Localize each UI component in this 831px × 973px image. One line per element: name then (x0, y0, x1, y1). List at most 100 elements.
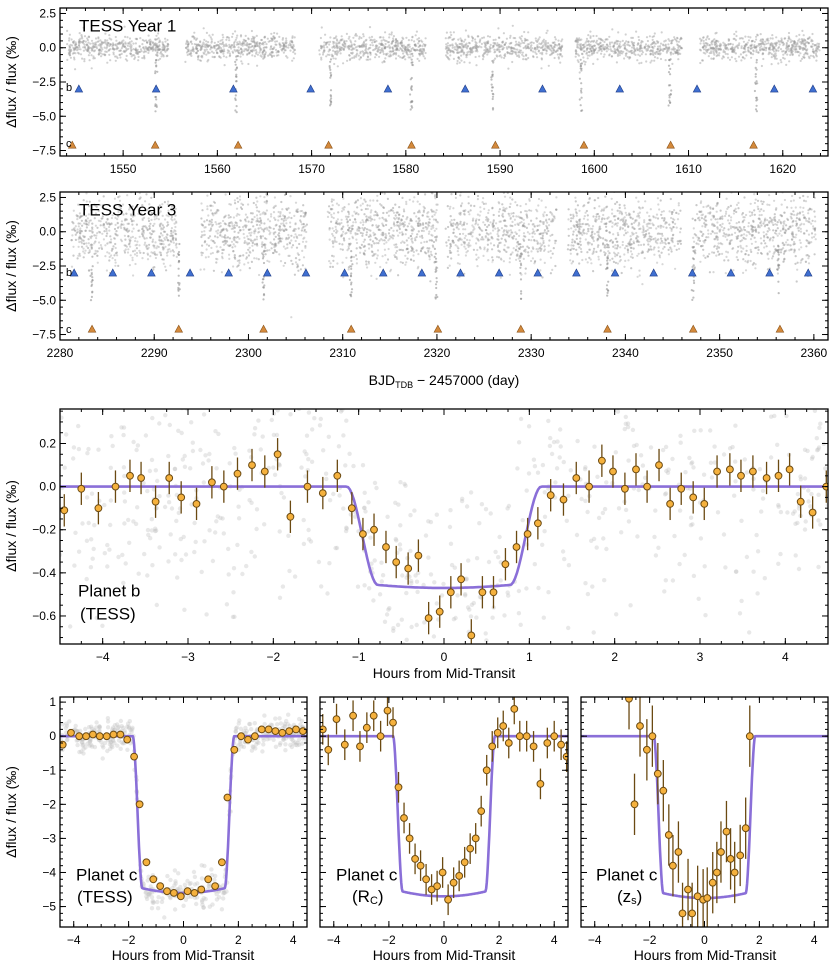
flux-point (125, 47, 128, 50)
flux-point (469, 47, 472, 50)
flux-point (410, 39, 413, 42)
flux-point (249, 46, 252, 49)
flux-point (422, 43, 425, 46)
flux-point (703, 44, 706, 47)
flux-point (506, 52, 509, 55)
flux-point (548, 47, 551, 51)
flux-point (451, 46, 454, 49)
flux-point (197, 43, 200, 46)
flux-point (662, 49, 665, 53)
flux-point (146, 28, 150, 31)
flux-point (736, 47, 740, 50)
flux-point (712, 51, 715, 55)
flux-point (112, 53, 115, 56)
flux-point (636, 184, 638, 186)
flux-point (222, 52, 225, 55)
flux-point (782, 53, 785, 56)
flux-point (586, 47, 590, 50)
flux-point (731, 49, 734, 52)
transit-dip-point (580, 91, 583, 94)
flux-point (219, 42, 222, 45)
flux-point (718, 44, 721, 47)
flux-point (374, 52, 377, 56)
flux-point (278, 43, 282, 47)
flux-point (767, 42, 770, 45)
flux-point (713, 38, 716, 41)
flux-point (592, 45, 595, 48)
flux-point (699, 61, 702, 65)
flux-point (676, 53, 680, 56)
flux-point (588, 44, 591, 48)
flux-point (251, 54, 254, 57)
transit-dip-point (667, 71, 671, 74)
flux-point (195, 51, 198, 54)
flux-point (649, 50, 652, 53)
flux-point (164, 40, 167, 43)
flux-point (651, 52, 654, 55)
flux-point (677, 40, 681, 43)
flux-point (453, 46, 456, 49)
flux-point (713, 53, 716, 56)
flux-point (343, 46, 346, 49)
flux-point (341, 43, 344, 46)
flux-point (740, 45, 743, 48)
flux-point (616, 48, 619, 51)
flux-point (130, 44, 133, 47)
flux-point (83, 60, 86, 63)
flux-point (213, 47, 216, 50)
flux-point (258, 44, 261, 47)
flux-point (596, 58, 599, 61)
flux-point (126, 36, 129, 39)
flux-point (216, 48, 219, 51)
flux-point (281, 49, 284, 52)
flux-point (785, 50, 788, 53)
flux-point (604, 47, 608, 50)
flux-point (775, 36, 778, 39)
flux-point (92, 55, 95, 58)
flux-point (489, 50, 492, 53)
flux-point (203, 45, 206, 48)
flux-point (613, 52, 616, 55)
flux-point (94, 43, 97, 46)
flux-point (123, 45, 126, 48)
flux-point (503, 187, 505, 189)
flux-point (801, 39, 805, 43)
flux-point (260, 55, 263, 58)
flux-point (590, 45, 594, 48)
flux-point (479, 38, 482, 41)
flux-point (544, 41, 548, 44)
flux-point (254, 45, 257, 48)
flux-point (784, 52, 787, 55)
flux-point (712, 39, 715, 42)
flux-point (100, 42, 104, 45)
flux-point (221, 42, 224, 45)
flux-point (602, 47, 605, 50)
flux-point (803, 53, 806, 56)
flux-point (590, 50, 594, 53)
flux-point (79, 40, 82, 43)
flux-point (727, 56, 730, 59)
flux-point (130, 46, 133, 49)
flux-point (108, 37, 111, 40)
flux-point (345, 32, 348, 36)
flux-point (634, 53, 637, 57)
flux-point (97, 49, 100, 52)
flux-point (761, 53, 764, 56)
flux-point (258, 45, 261, 49)
flux-point (244, 34, 247, 38)
flux-point (715, 48, 718, 51)
flux-point (557, 39, 560, 42)
flux-point (731, 43, 735, 46)
flux-point (558, 47, 561, 50)
flux-point (387, 55, 390, 58)
flux-point (112, 44, 115, 47)
x-tick-label: 1570 (298, 162, 325, 176)
flux-point (199, 59, 203, 62)
flux-point (608, 54, 611, 57)
flux-point (159, 48, 162, 51)
flux-point (709, 47, 713, 50)
flux-point (647, 44, 650, 47)
flux-point (156, 45, 159, 48)
flux-point (620, 50, 623, 53)
flux-point (730, 56, 734, 59)
